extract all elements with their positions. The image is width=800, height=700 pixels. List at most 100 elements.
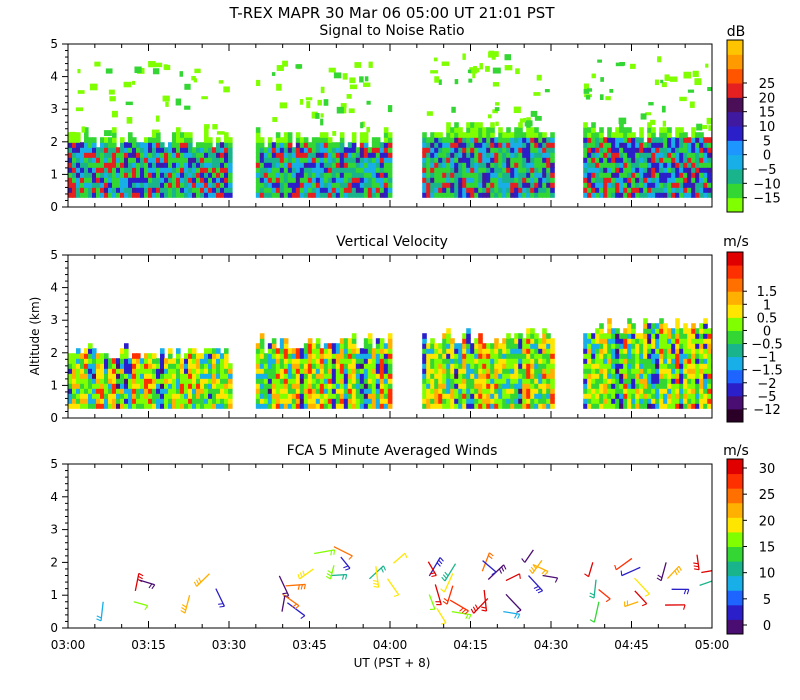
- heatmap-cell: [339, 388, 345, 394]
- heatmap-cell: [470, 132, 475, 138]
- wind-barb-flag: [193, 581, 198, 587]
- heatmap-cell: [462, 388, 467, 394]
- heatmap-cell: [224, 147, 229, 153]
- heatmap-cell: [371, 393, 377, 399]
- heatmap-cell: [595, 363, 600, 369]
- heatmap-cell: [351, 348, 357, 354]
- colorbar-swatch: [727, 575, 743, 591]
- heatmap-cell: [615, 187, 620, 193]
- heatmap-cell: [367, 368, 373, 374]
- heatmap-cell: [595, 403, 600, 409]
- heatmap-cell: [319, 132, 325, 138]
- heatmap-cell: [319, 162, 325, 168]
- heatmap-cell: [311, 167, 317, 173]
- heatmap-cell: [651, 403, 656, 409]
- heatmap-cell: [120, 398, 125, 404]
- heatmap-cell: [655, 323, 660, 329]
- heatmap-cell: [283, 363, 289, 369]
- heatmap-cell: [522, 383, 527, 389]
- heatmap-cell: [595, 328, 600, 334]
- heatmap-cell: [295, 348, 301, 354]
- heatmap-cell: [339, 192, 345, 198]
- heatmap-cell: [204, 177, 209, 183]
- heatmap-cell: [303, 182, 309, 188]
- heatmap-cell: [164, 358, 169, 364]
- heatmap-cell: [323, 147, 329, 153]
- heatmap-cell: [323, 398, 329, 404]
- heatmap-cell: [639, 132, 644, 138]
- heatmap-cell: [355, 358, 361, 364]
- heatmap-cell: [379, 398, 385, 404]
- heatmap-cell: [707, 172, 712, 178]
- heatmap-cell: [387, 368, 393, 374]
- heatmap-cell: [607, 328, 612, 334]
- heatmap-cell: [706, 117, 712, 125]
- heatmap-cell: [162, 95, 170, 102]
- snr-title: Signal to Noise Ratio: [319, 23, 464, 39]
- heatmap-cell: [506, 403, 511, 409]
- heatmap-cell: [68, 353, 73, 359]
- heatmap-cell: [112, 142, 117, 148]
- heatmap-cell: [287, 182, 293, 188]
- heatmap-cell: [124, 393, 129, 399]
- heatmap-cell: [303, 137, 309, 143]
- heatmap-cell: [275, 358, 281, 364]
- heatmap-cell: [703, 177, 708, 183]
- heatmap-cell: [474, 162, 479, 168]
- heatmap-cell: [200, 353, 205, 359]
- heatmap-cell: [510, 132, 515, 138]
- heatmap-cell: [542, 343, 547, 349]
- heatmap-cell: [667, 378, 672, 384]
- heatmap-cell: [120, 358, 125, 364]
- heatmap-cell: [307, 388, 313, 394]
- heatmap-cell: [291, 182, 297, 188]
- heatmap-cell: [550, 343, 555, 349]
- heatmap-cell: [192, 383, 197, 389]
- heatmap-cell: [492, 51, 499, 57]
- heatmap-cell: [116, 393, 121, 399]
- heatmap-cell: [220, 192, 225, 198]
- heatmap-cell: [623, 157, 628, 163]
- heatmap-cell: [108, 398, 113, 404]
- heatmap-cell: [446, 122, 451, 128]
- heatmap-cell: [599, 333, 604, 339]
- heatmap-cell: [462, 187, 467, 193]
- heatmap-cell: [188, 373, 193, 379]
- heatmap-cell: [367, 147, 373, 153]
- heatmap-cell: [703, 142, 708, 148]
- heatmap-cell: [295, 393, 301, 399]
- heatmap-cell: [327, 162, 333, 168]
- heatmap-cell: [287, 368, 293, 374]
- heatmap-cell: [379, 147, 385, 153]
- heatmap-cell: [667, 157, 672, 163]
- heatmap-cell: [148, 152, 153, 158]
- heatmap-cell: [347, 358, 353, 364]
- heatmap-cell: [136, 353, 141, 359]
- heatmap-cell: [204, 137, 209, 143]
- heatmap-cell: [180, 187, 185, 193]
- heatmap-cell: [355, 167, 361, 173]
- heatmap-cell: [287, 157, 293, 163]
- heatmap-cell: [446, 137, 451, 143]
- heatmap-cell: [506, 167, 511, 173]
- heatmap-cell: [192, 398, 197, 404]
- heatmap-cell: [446, 127, 451, 133]
- heatmap-cell: [422, 192, 427, 198]
- heatmap-cell: [639, 187, 644, 193]
- heatmap-cell: [675, 318, 680, 324]
- heatmap-cell: [438, 343, 443, 349]
- heatmap-cell: [220, 157, 225, 163]
- heatmap-cell: [442, 378, 447, 384]
- wind-barb-flag: [441, 576, 446, 582]
- heatmap-cell: [583, 363, 588, 369]
- heatmap-cell: [367, 338, 373, 344]
- heatmap-cell: [591, 152, 596, 158]
- heatmap-cell: [228, 152, 233, 158]
- heatmap-cell: [661, 105, 666, 113]
- heatmap-cell: [494, 393, 499, 399]
- heatmap-cell: [220, 378, 225, 384]
- heatmap-cell: [120, 353, 125, 359]
- heatmap-cell: [88, 398, 93, 404]
- heatmap-cell: [291, 383, 297, 389]
- heatmap-cell: [442, 403, 447, 409]
